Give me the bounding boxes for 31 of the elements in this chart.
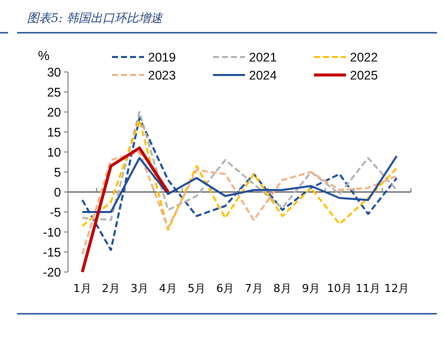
legend-label: 2025 (350, 68, 378, 82)
x-tick-label: 11月 (356, 282, 381, 295)
y-tick-label: 0 (54, 186, 62, 200)
x-tick-label: 5月 (188, 282, 206, 295)
y-tick-label: 5 (54, 166, 62, 180)
legend-label: 2021 (249, 50, 277, 64)
x-tick-label: 10月 (327, 282, 352, 295)
x-tick-label: 9月 (302, 282, 320, 295)
legend-label: 2023 (148, 68, 176, 82)
y-tick-label: 15 (47, 126, 62, 140)
x-tick-label: 1月 (73, 282, 92, 295)
y-tick-label: -15 (42, 246, 62, 260)
x-tick-label: 7月 (244, 282, 263, 295)
y-tick-label: -5 (50, 206, 62, 220)
legend-label: 2024 (249, 68, 277, 82)
x-tick-label: 4月 (159, 282, 178, 295)
x-tick-label: 6月 (216, 282, 234, 295)
x-tick-label: 8月 (273, 282, 292, 295)
y-axis-title: % (38, 48, 50, 63)
y-tick-label: -20 (42, 266, 62, 280)
y-tick-label: 30 (47, 66, 62, 80)
x-tick-label: 3月 (130, 282, 148, 295)
y-tick-label: 25 (47, 86, 62, 100)
legend-label: 2022 (350, 50, 378, 64)
chart-title: 图表5: 韩国出口环比增速 (27, 11, 164, 25)
y-tick-label: 10 (47, 146, 62, 160)
y-tick-label: -10 (42, 226, 62, 240)
x-tick-label: 2月 (102, 282, 120, 295)
x-tick-label: 12月 (384, 282, 410, 295)
y-tick-label: 20 (47, 106, 62, 120)
legend-label: 2019 (148, 50, 176, 64)
